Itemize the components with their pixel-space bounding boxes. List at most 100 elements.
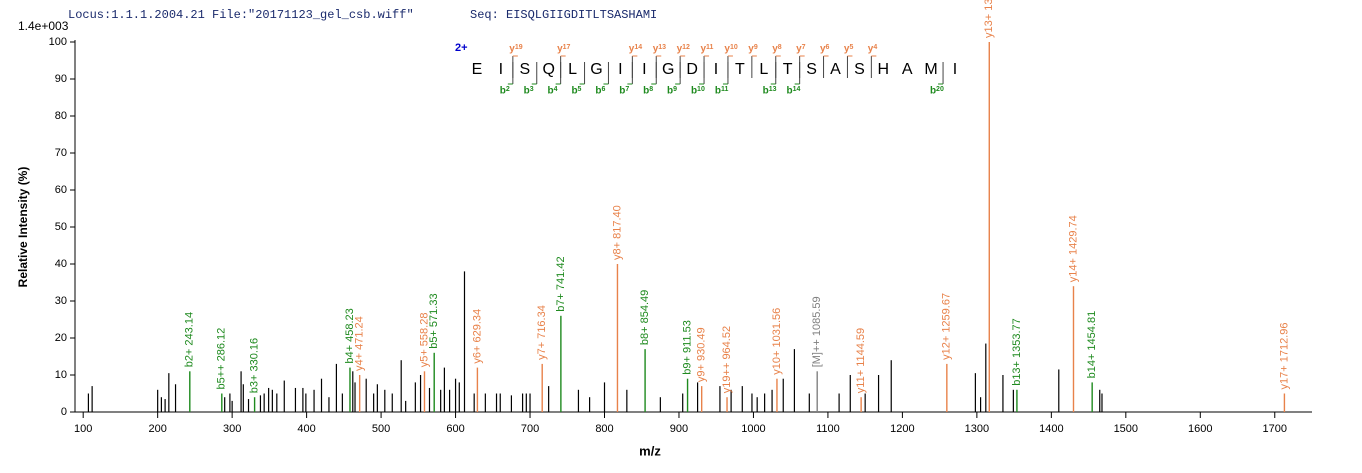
residue: S bbox=[519, 61, 530, 78]
x-tick-label: 400 bbox=[297, 423, 315, 435]
ion-letter: b bbox=[548, 86, 554, 97]
residue: I bbox=[618, 61, 622, 78]
x-tick-label: 200 bbox=[148, 423, 166, 435]
y-tick-label: 100 bbox=[49, 36, 67, 48]
peak-label: b13+ 1353.77 bbox=[1011, 318, 1023, 386]
peak-label: y12+ 1259.67 bbox=[941, 293, 953, 360]
x-tick-label: 1300 bbox=[965, 423, 989, 435]
ion-number: 17 bbox=[563, 44, 571, 51]
peak-label: b2+ 243.14 bbox=[184, 312, 196, 367]
charge-label: 2+ bbox=[455, 42, 468, 54]
ion-letter: y bbox=[844, 44, 850, 55]
ion-letter: b bbox=[715, 86, 721, 97]
peak-label: b4+ 458.23 bbox=[344, 308, 356, 363]
y-scale-label: 1.4e+003 bbox=[18, 19, 69, 33]
chart-subtitle: Seq: EISQLGIIGDITLTSASHAMI bbox=[470, 8, 657, 22]
residue: S bbox=[854, 61, 865, 78]
ion-letter: y bbox=[820, 44, 826, 55]
ion-number: 19 bbox=[515, 44, 523, 51]
ion-number: 14 bbox=[793, 86, 801, 93]
ion-number: 3 bbox=[530, 86, 534, 93]
ion-number: 9 bbox=[754, 44, 758, 51]
peak-label: b7+ 741.42 bbox=[555, 256, 567, 311]
residue: M bbox=[924, 61, 937, 78]
x-tick-label: 1500 bbox=[1114, 423, 1138, 435]
peak-label: b9+ 911.53 bbox=[681, 320, 693, 375]
peak-label: y10+ 1031.56 bbox=[771, 308, 783, 375]
ion-number: 8 bbox=[649, 86, 653, 93]
ion-letter: y bbox=[509, 44, 515, 55]
ion-letter: b bbox=[524, 86, 530, 97]
peak-label: y5+ 558.28 bbox=[418, 313, 430, 368]
peak-label: b8+ 854.49 bbox=[639, 290, 651, 345]
ion-number: 6 bbox=[826, 44, 830, 51]
ion-number: 11 bbox=[706, 44, 714, 51]
ion-letter: y bbox=[629, 44, 635, 55]
ion-number: 5 bbox=[849, 44, 853, 51]
peak-label: b3+ 330.16 bbox=[249, 338, 261, 393]
ion-letter: b bbox=[500, 86, 506, 97]
x-tick-label: 700 bbox=[521, 423, 539, 435]
x-tick-label: 100 bbox=[74, 423, 92, 435]
ion-number: 4 bbox=[873, 44, 877, 51]
x-tick-label: 1600 bbox=[1188, 423, 1212, 435]
ion-number: 2 bbox=[506, 86, 510, 93]
y-tick-label: 60 bbox=[55, 184, 67, 196]
peak-label: b5+ 571.33 bbox=[428, 293, 440, 348]
ion-letter: y bbox=[868, 44, 874, 55]
ion-letter: y bbox=[772, 44, 778, 55]
residue: I bbox=[499, 61, 503, 78]
residue: S bbox=[806, 61, 817, 78]
ion-letter: y bbox=[653, 44, 659, 55]
x-tick-label: 800 bbox=[595, 423, 613, 435]
residue: A bbox=[902, 61, 913, 78]
ion-letter: y bbox=[724, 44, 730, 55]
residue: D bbox=[686, 61, 698, 78]
ion-letter: y bbox=[700, 44, 706, 55]
y-tick-label: 70 bbox=[55, 147, 67, 159]
ion-number: 14 bbox=[634, 44, 642, 51]
residue: Q bbox=[542, 61, 554, 78]
residue: G bbox=[590, 61, 602, 78]
ion-letter: b bbox=[787, 86, 793, 97]
y-tick-label: 80 bbox=[55, 110, 67, 122]
ion-number: 8 bbox=[778, 44, 782, 51]
ion-number: 7 bbox=[625, 86, 629, 93]
ion-number: 10 bbox=[697, 86, 705, 93]
x-tick-label: 300 bbox=[223, 423, 241, 435]
ion-letter: b bbox=[595, 86, 601, 97]
x-tick-label: 1400 bbox=[1039, 423, 1063, 435]
chart-title: Locus:1.1.1.2004.21 File:"20171123_gel_c… bbox=[68, 8, 414, 22]
x-tick-label: 600 bbox=[446, 423, 464, 435]
ion-number: 10 bbox=[730, 44, 738, 51]
residue: E bbox=[472, 61, 483, 78]
peak-label: [M]++ 1085.59 bbox=[811, 296, 823, 367]
ion-number: 9 bbox=[673, 86, 677, 93]
y-tick-label: 40 bbox=[55, 258, 67, 270]
residue: G bbox=[662, 61, 674, 78]
ion-number: 12 bbox=[682, 44, 690, 51]
residue: L bbox=[568, 61, 577, 78]
ion-letter: b bbox=[930, 86, 936, 97]
peak-label: y9+ 930.49 bbox=[696, 327, 708, 382]
ion-number: 5 bbox=[578, 86, 582, 93]
ion-letter: y bbox=[557, 44, 563, 55]
peak-label: y8+ 817.40 bbox=[611, 205, 623, 260]
x-axis-label: m/z bbox=[639, 443, 661, 458]
y-tick-label: 50 bbox=[55, 221, 67, 233]
ion-letter: b bbox=[571, 86, 577, 97]
peak-label: y11+ 1144.59 bbox=[855, 328, 867, 393]
peak-label: y4+ 471.24 bbox=[354, 316, 366, 371]
ion-number: 13 bbox=[769, 86, 777, 93]
x-tick-label: 1100 bbox=[816, 423, 840, 435]
y-axis-label: Relative Intensity (%) bbox=[16, 167, 30, 288]
ion-number: 13 bbox=[658, 44, 666, 51]
residue: I bbox=[953, 61, 957, 78]
ion-number: 4 bbox=[554, 86, 558, 93]
residue: I bbox=[714, 61, 718, 78]
residue: I bbox=[642, 61, 646, 78]
y-tick-label: 10 bbox=[55, 369, 67, 381]
residue: L bbox=[759, 61, 768, 78]
ion-number: 7 bbox=[802, 44, 806, 51]
